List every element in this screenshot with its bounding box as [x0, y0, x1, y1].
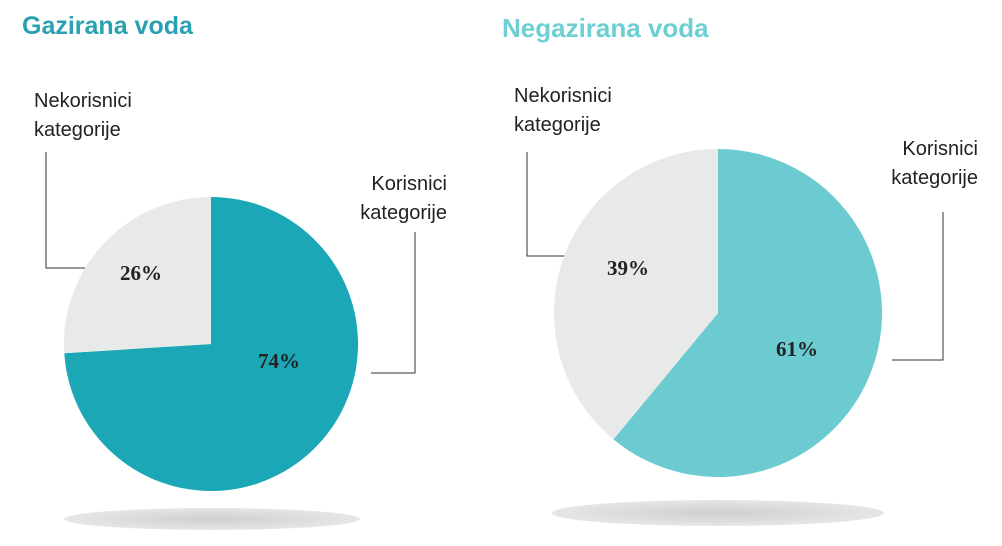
category-label: Korisnici kategorije — [360, 173, 447, 224]
chart-title: Negazirana voda — [502, 13, 709, 43]
chart-title: Gazirana voda — [22, 12, 193, 40]
leader-line — [45, 152, 85, 269]
leader-line — [892, 212, 944, 361]
pie-slice — [613, 149, 883, 477]
value-label: 61% — [776, 337, 818, 361]
value-label: 74% — [258, 349, 300, 373]
leader-line — [526, 152, 571, 257]
category-label: Korisnici kategorije — [891, 138, 978, 189]
pie-slice — [63, 197, 211, 354]
category-label: Nekorisnici kategorije — [514, 85, 612, 136]
category-label: Nekorisnici kategorije — [34, 90, 132, 141]
leader-line — [371, 232, 416, 374]
shadow — [552, 500, 884, 526]
value-label: 39% — [607, 256, 649, 280]
value-label: 26% — [120, 261, 162, 285]
shadow — [64, 508, 360, 530]
pie-slice — [64, 197, 359, 491]
pie-slice — [554, 149, 718, 440]
